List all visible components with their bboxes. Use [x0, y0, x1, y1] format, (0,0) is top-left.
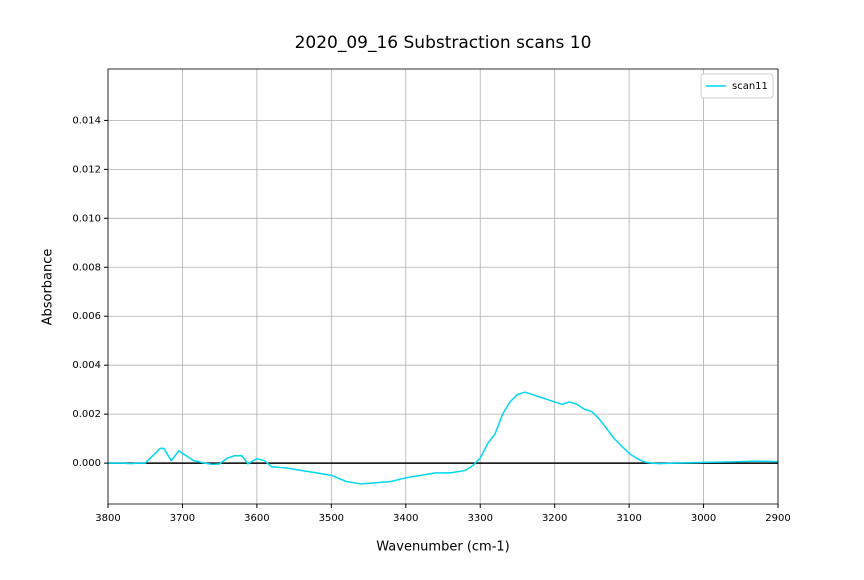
y-tick-label: 0.004 [72, 360, 101, 371]
y-axis-label: Absorbance [41, 249, 56, 326]
legend-label: scan11 [732, 81, 768, 92]
legend-box [700, 73, 774, 99]
x-tick-label: 3100 [616, 513, 641, 524]
y-tick-label: 0.006 [72, 311, 101, 322]
chart-title: 2020_09_16 Substraction scans 10 [295, 33, 592, 53]
y-tick-label: 0.008 [72, 262, 101, 273]
x-tick-label: 3400 [393, 513, 418, 524]
y-tick-label: 0.010 [72, 213, 101, 224]
y-tick-label: 0.014 [72, 115, 101, 126]
x-axis-label: Wavenumber (cm-1) [376, 540, 509, 555]
x-tick-label: 3000 [691, 513, 716, 524]
y-tick-label: 0.000 [72, 458, 101, 469]
x-tick-label: 3300 [467, 513, 492, 524]
x-tick-label: 3200 [542, 513, 567, 524]
x-tick-label: 3800 [95, 513, 120, 524]
y-tick-label: 0.012 [72, 164, 101, 175]
x-tick-label: 3600 [244, 513, 269, 524]
data-line [108, 391, 779, 485]
plot-frame [107, 68, 779, 505]
x-tick-label: 2900 [765, 513, 790, 524]
x-tick-label: 3500 [319, 513, 344, 524]
x-tick-label: 3700 [170, 513, 195, 524]
y-tick-label: 0.002 [72, 409, 101, 420]
